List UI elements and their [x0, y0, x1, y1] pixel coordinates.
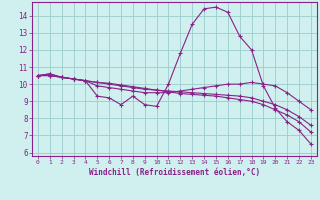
X-axis label: Windchill (Refroidissement éolien,°C): Windchill (Refroidissement éolien,°C)	[89, 168, 260, 177]
